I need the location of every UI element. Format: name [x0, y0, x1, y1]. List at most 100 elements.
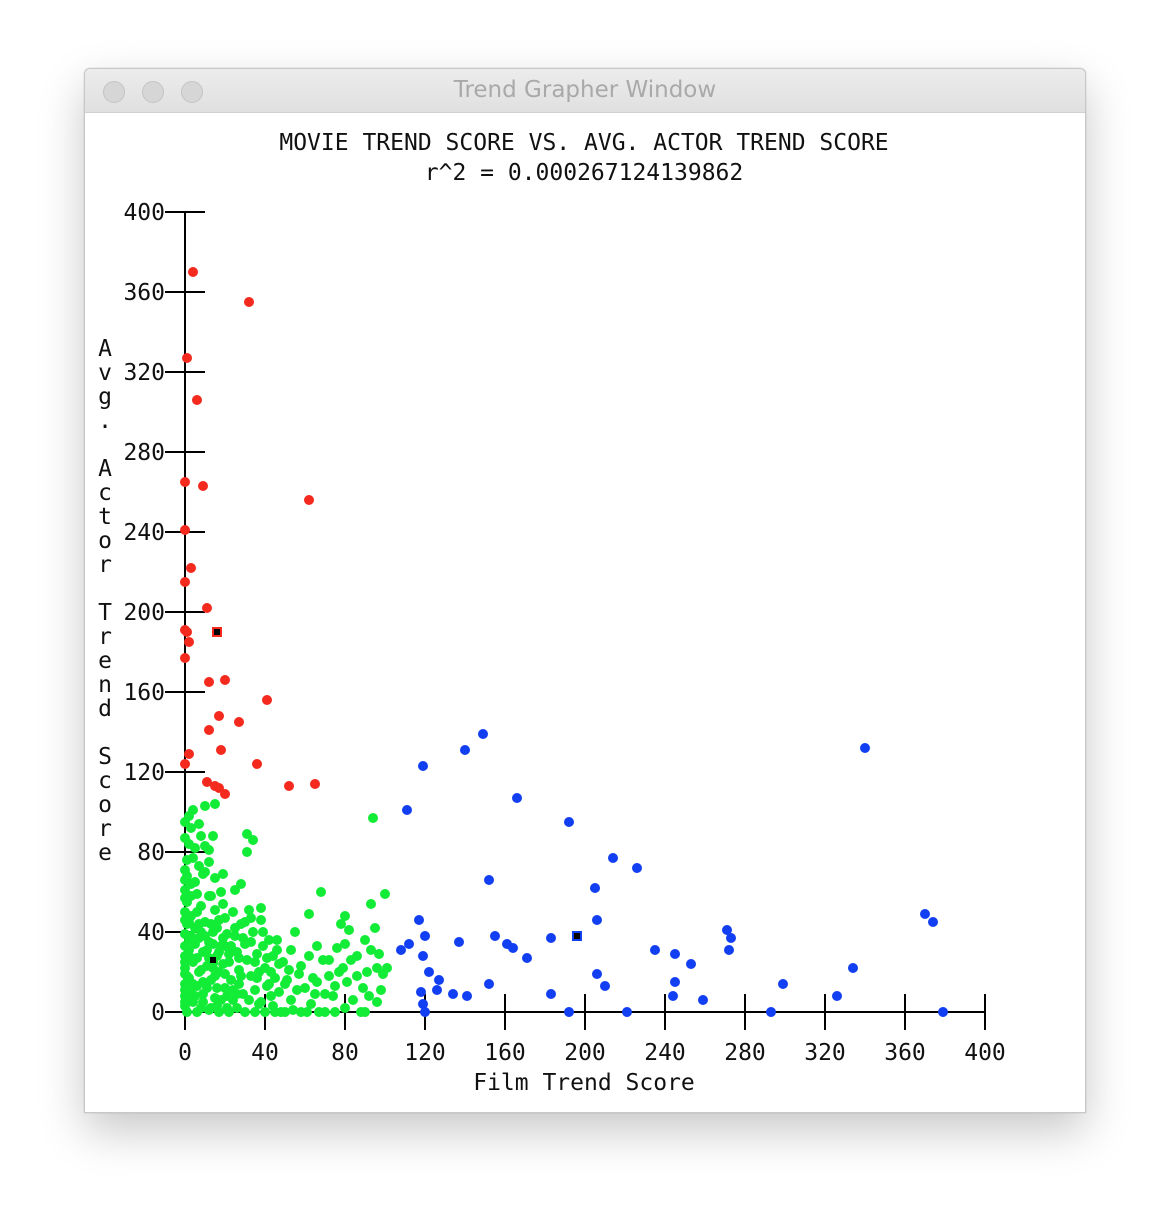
data-point-green [232, 1003, 242, 1013]
data-point-green [188, 979, 198, 989]
y-tick-label: 200 [123, 600, 165, 626]
data-point-green [314, 1007, 324, 1017]
minimize-button[interactable] [142, 81, 164, 103]
data-point-blue [928, 917, 938, 927]
data-point-red [186, 563, 196, 573]
title-bar[interactable]: Trend Grapher Window [85, 69, 1085, 113]
data-point-green [272, 945, 282, 955]
close-button[interactable] [103, 81, 125, 103]
data-point-red [180, 525, 190, 535]
data-point-green [376, 985, 386, 995]
data-point-green [224, 949, 234, 959]
x-tick-label: 400 [964, 1040, 1006, 1066]
data-point-green [266, 991, 276, 1001]
data-point-red [180, 653, 190, 663]
data-point-green [220, 983, 230, 993]
data-point-green [208, 939, 218, 949]
data-point-green [200, 801, 210, 811]
data-point-green [286, 945, 296, 955]
data-point-green [352, 971, 362, 981]
data-point-green [290, 927, 300, 937]
data-point-red [262, 695, 272, 705]
data-point-green [200, 931, 210, 941]
data-point-green [190, 877, 200, 887]
data-point-green [288, 1005, 298, 1015]
x-tick-label: 280 [724, 1040, 766, 1066]
data-point-green [210, 873, 220, 883]
data-points [180, 267, 948, 1017]
data-point-green [360, 1007, 370, 1017]
y-tick-label: 40 [137, 920, 165, 946]
y-axis-label-char: c [98, 768, 112, 794]
data-point-blue [546, 989, 556, 999]
data-point-green [206, 891, 216, 901]
data-point-green [230, 923, 240, 933]
data-point-green [180, 957, 190, 967]
y-axis-label-char: T [98, 600, 112, 626]
data-point-green [206, 1003, 216, 1013]
data-point-green [280, 1007, 290, 1017]
data-point-green [198, 997, 208, 1007]
data-point-green [192, 907, 202, 917]
data-point-green [242, 847, 252, 857]
data-point-blue [420, 1007, 430, 1017]
data-point-green [202, 983, 212, 993]
data-point-green [372, 997, 382, 1007]
y-tick-label: 240 [123, 520, 165, 546]
data-point-green [182, 871, 192, 881]
y-axis-label-char: n [98, 672, 112, 698]
data-point-green [374, 949, 384, 959]
x-tick-label: 0 [178, 1040, 192, 1066]
data-point-blue [420, 931, 430, 941]
data-point-green [278, 957, 288, 967]
data-point-green [180, 907, 190, 917]
data-point-green [330, 1007, 340, 1017]
data-point-green [324, 971, 334, 981]
data-point-green [370, 923, 380, 933]
data-point-green [210, 971, 220, 981]
data-point-green [218, 933, 228, 943]
highlight-marker-center [210, 957, 216, 963]
data-point-red [216, 745, 226, 755]
data-point-green [366, 899, 376, 909]
data-point-blue [766, 1007, 776, 1017]
data-point-blue [396, 945, 406, 955]
data-point-green [340, 1003, 350, 1013]
zoom-button[interactable] [181, 81, 203, 103]
data-point-green [256, 915, 266, 925]
data-point-green [214, 947, 224, 957]
data-point-red [204, 677, 214, 687]
data-point-green [238, 933, 248, 943]
data-point-green [250, 985, 260, 995]
data-point-green [342, 977, 352, 987]
data-point-red [214, 711, 224, 721]
x-tick-label: 360 [884, 1040, 926, 1066]
data-point-green [188, 805, 198, 815]
data-point-green [272, 935, 282, 945]
data-point-green [292, 985, 302, 995]
data-point-blue [670, 949, 680, 959]
data-point-red [284, 781, 294, 791]
data-point-blue [478, 729, 488, 739]
data-point-blue [418, 761, 428, 771]
data-point-red [180, 759, 190, 769]
y-axis-label-char: e [98, 648, 112, 674]
data-point-green [316, 887, 326, 897]
y-tick-label: 280 [123, 440, 165, 466]
y-tick-label: 400 [123, 200, 165, 226]
data-point-blue [564, 817, 574, 827]
data-point-green [380, 889, 390, 899]
data-point-green [248, 835, 258, 845]
data-point-blue [404, 939, 414, 949]
data-point-green [216, 995, 226, 1005]
data-point-green [266, 967, 276, 977]
data-point-green [240, 917, 250, 927]
data-point-green [232, 989, 242, 999]
data-point-blue [434, 975, 444, 985]
data-point-blue [448, 989, 458, 999]
y-axis-label-char: e [98, 840, 112, 866]
data-point-red [182, 627, 192, 637]
data-point-green [192, 1007, 202, 1017]
data-point-red [198, 481, 208, 491]
data-point-blue [546, 933, 556, 943]
